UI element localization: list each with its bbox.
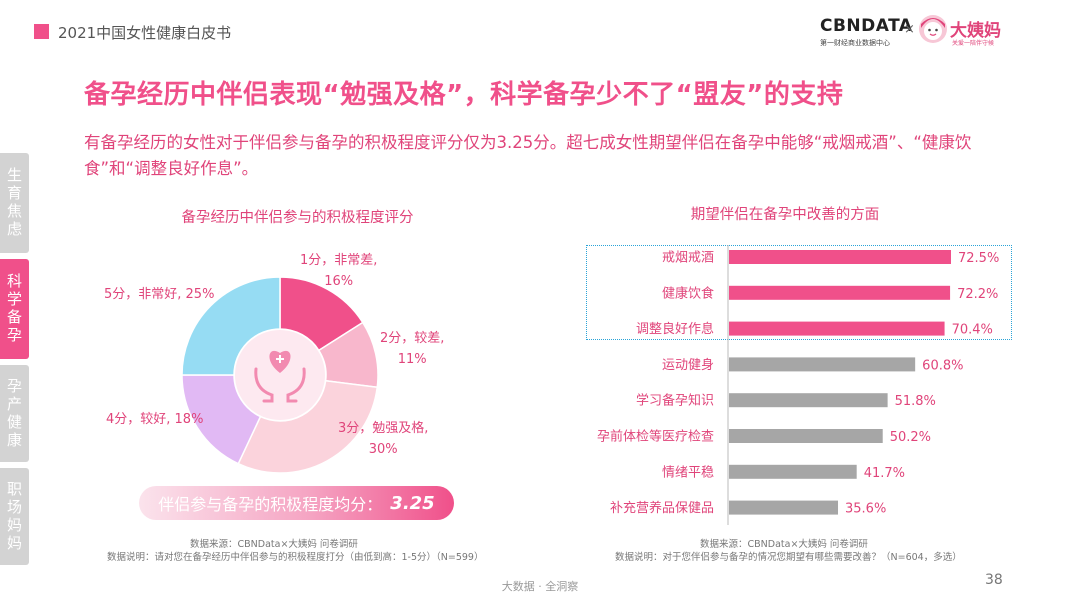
right-source-note: 数据来源：CBNData×大姨妈 问卷调研 — [700, 539, 868, 550]
top3-highlight-box — [586, 245, 1012, 340]
bar-value-label: 35.6% — [845, 502, 886, 517]
side-tab-label: 科学备孕 — [5, 273, 23, 345]
pie-label-5-line1: 5分，非常好, 25% — [104, 287, 215, 302]
left-explain-note: 数据说明：请对您在备孕经历中伴侣参与的积极程度打分（由低到高：1-5分）（N=5… — [107, 552, 484, 563]
pie-label-2-line1: 2分，较差, — [380, 331, 445, 346]
dayima-face-icon — [919, 15, 947, 43]
bar-value-label: 60.8% — [922, 358, 963, 373]
bar-value-label: 72.2% — [957, 287, 998, 302]
report-title: 2021中国女性健康白皮书 — [58, 24, 232, 42]
side-tab-fertility-anxiety[interactable]: 生育焦虑 — [0, 153, 29, 253]
page-subtitle: 有备孕经历的女性对于伴侣参与备孕的积极程度评分仅为3.25分。超七成女性期望伴侣… — [84, 133, 972, 178]
bar-value-label: 41.7% — [864, 466, 905, 481]
footer-slogan: 大数据 · 全洞察 — [501, 580, 579, 593]
dayima-tagline: 关爱一陪伴守候 — [952, 40, 995, 47]
page-number: 38 — [985, 572, 1003, 588]
category-label: 补充营养品保健品 — [610, 500, 714, 516]
bar — [729, 321, 945, 336]
bar-value-label: 72.5% — [958, 251, 999, 266]
average-score-banner: 伴侣参与备孕的积极程度均分： 3.25 — [139, 486, 454, 520]
average-score-label: 伴侣参与备孕的积极程度均分： — [158, 495, 383, 514]
bar — [729, 357, 916, 372]
pie-chart-title: 备孕经历中伴侣参与的积极程度评分 — [181, 210, 414, 226]
pie-label-3-line2: 30% — [368, 442, 398, 457]
donut-hole — [235, 330, 325, 420]
side-tab-label: 生育焦虑 — [5, 167, 23, 239]
heart-hands-icon — [254, 350, 306, 403]
category-label: 运动健身 — [662, 357, 714, 373]
category-label: 学习备孕知识 — [636, 393, 714, 409]
pie-label-4-line1: 4分，较好, 18% — [106, 412, 204, 427]
side-tab-maternity-health[interactable]: 孕产健康 — [0, 365, 29, 462]
bar-chart-title: 期望伴侣在备孕中改善的方面 — [690, 207, 880, 223]
bar — [729, 250, 951, 264]
cbndata-logo: CBNDATA — [820, 16, 913, 36]
bar-value-label: 51.8% — [895, 394, 936, 409]
bar — [729, 285, 951, 300]
header-marker — [34, 24, 49, 39]
pie-label-2-line2: 11% — [397, 352, 427, 367]
bar — [729, 393, 888, 408]
category-label: 孕前体检等医疗检查 — [597, 429, 714, 445]
pie-label-1-line1: 1分，非常差, — [300, 253, 378, 268]
pie-label-3-line1: 3分，勉强及格, — [338, 421, 429, 436]
pie-label-1-line2: 16% — [324, 274, 354, 289]
left-source-note: 数据来源：CBNData×大姨妈 问卷调研 — [190, 539, 358, 550]
average-score-value: 3.25 — [390, 492, 435, 514]
category-label: 戒烟戒酒 — [662, 251, 714, 266]
pie-slice-5 — [181, 276, 281, 376]
side-tab-working-moms[interactable]: 职场妈妈 — [0, 468, 29, 565]
pie-slice-3 — [237, 379, 379, 474]
pie-label-4: 4分，较好, 18% — [106, 409, 203, 430]
bar — [729, 429, 883, 443]
category-label: 调整良好作息 — [636, 321, 714, 337]
right-explain-note: 数据说明：对于您伴侣参与备孕的情况您期望有哪些需要改善？（N=604，多选） — [615, 552, 962, 563]
bar-chart: 戒烟戒酒 72.5% 健康饮食 72.2% 调整良好作息 70.4% 运动健身 60.8% 学习… — [597, 245, 999, 525]
side-tab-scientific-prep[interactable]: 科学备孕 — [0, 259, 29, 359]
bar-value-label: 50.2% — [890, 430, 931, 445]
logo-separator: × — [904, 22, 915, 37]
category-label: 健康饮食 — [662, 285, 714, 301]
pie-label-5: 5分，非常好, 25% — [104, 284, 214, 305]
dayima-logo: 大姨妈 — [950, 21, 1001, 41]
cbndata-tagline: 第一财经商业数据中心 — [820, 39, 890, 47]
pie-label-3: 3分，勉强及格, 30% — [338, 418, 428, 460]
pie-label-1: 1分，非常差, 16% — [300, 250, 377, 292]
pie-chart — [181, 276, 379, 474]
side-tab-label: 职场妈妈 — [5, 480, 23, 553]
page-title: 备孕经历中伴侣表现“勉强及格”，科学备孕少不了“盟友”的支持 — [84, 80, 844, 110]
pie-label-2: 2分，较差, 11% — [380, 328, 444, 370]
bar — [729, 500, 839, 515]
bar — [729, 464, 857, 479]
side-tab-label: 孕产健康 — [5, 377, 23, 450]
bar-value-label: 70.4% — [952, 323, 993, 338]
category-label: 情绪平稳 — [662, 464, 714, 480]
